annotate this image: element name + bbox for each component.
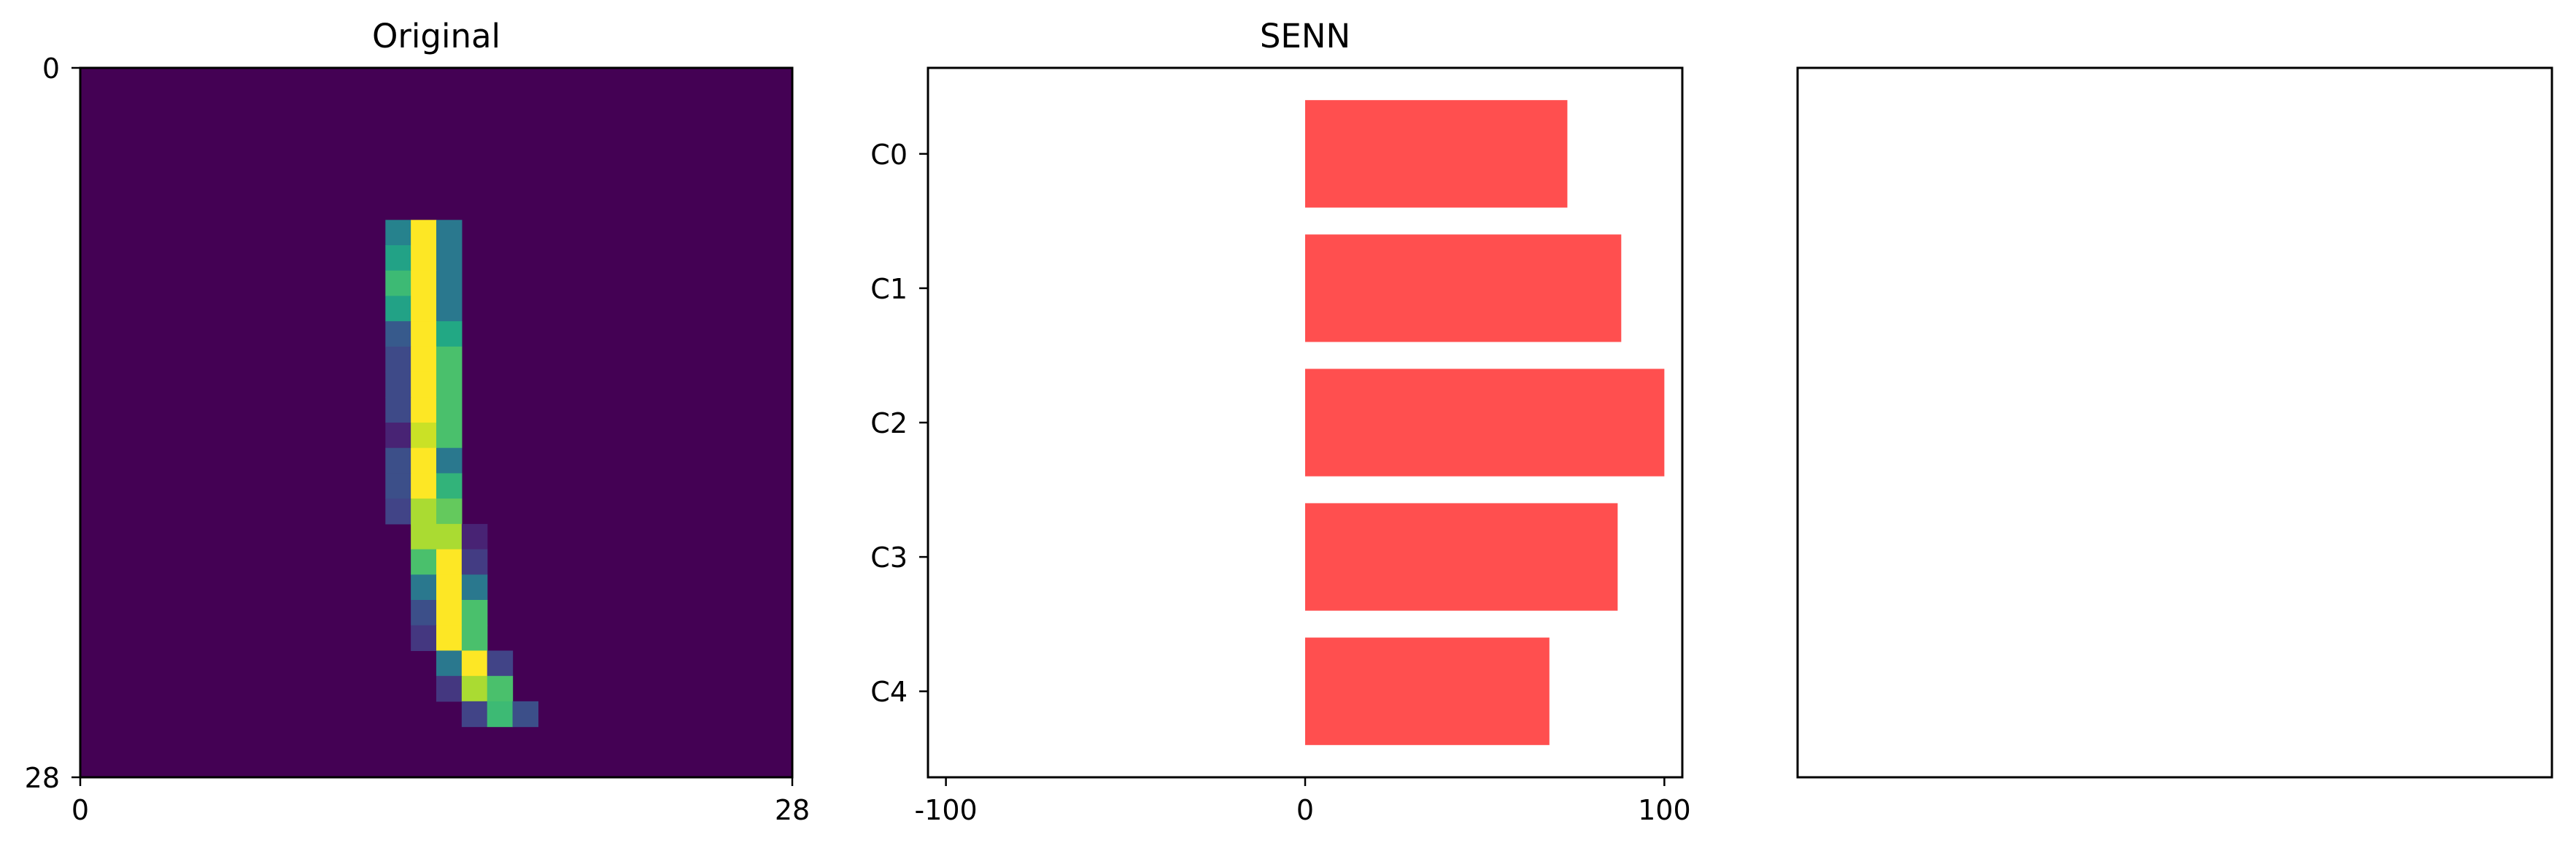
heatmap-cell	[461, 523, 488, 550]
heatmap-cell	[436, 600, 463, 626]
heatmap-cell	[385, 371, 411, 398]
heatmap-cell	[436, 371, 463, 398]
heatmap-cell	[411, 625, 437, 652]
heatmap-cell	[461, 600, 488, 626]
senn-y-tick-label-c3: C3	[870, 542, 908, 574]
empty-axes-frame	[1796, 66, 2553, 779]
heatmap-cell	[411, 270, 437, 297]
senn-x-tick-label: 100	[1638, 794, 1691, 826]
heatmap-cell	[385, 397, 411, 423]
heatmap-cell	[436, 650, 463, 677]
heatmap-cell	[411, 397, 437, 423]
heatmap-x-tick-label-right: 28	[775, 794, 810, 826]
heatmap-cell	[385, 447, 411, 474]
heatmap-cell	[385, 473, 411, 499]
heatmap-cell	[411, 321, 437, 347]
heatmap-cell	[411, 447, 437, 474]
heatmap-cell	[436, 549, 463, 575]
heatmap-cell	[411, 220, 437, 246]
heatmap-cell	[385, 423, 411, 449]
senn-y-tick-label-c4: C4	[870, 676, 908, 708]
heatmap-cell	[461, 549, 488, 575]
heatmap-cell	[385, 245, 411, 272]
heatmap-cell	[411, 371, 437, 398]
senn-panel: SENN C0 C1 C2 C3 C4 -100 0 100	[870, 17, 1690, 826]
heatmap-cell	[436, 245, 463, 272]
heatmap-cell	[385, 498, 411, 525]
senn-y-tick-label-c0: C0	[870, 139, 908, 171]
senn-y-tick-label-c2: C2	[870, 407, 908, 439]
heatmap-cell	[436, 473, 463, 499]
heatmap-panel: Original 0 28 0 28	[25, 17, 811, 826]
heatmap-cell	[385, 270, 411, 297]
heatmap-cell	[411, 296, 437, 322]
heatmap-cell	[512, 701, 539, 728]
heatmap-cell	[436, 498, 463, 525]
heatmap-cell	[461, 650, 488, 677]
senn-bars	[1305, 100, 1665, 745]
heatmap-cell	[487, 676, 514, 702]
heatmap-cell	[411, 423, 437, 449]
heatmap-cell	[411, 600, 437, 626]
heatmap-x-tick-label-left: 0	[71, 794, 89, 826]
empty-panel	[1796, 66, 2553, 779]
heatmap-cell	[436, 625, 463, 652]
heatmap-cell	[436, 346, 463, 373]
heatmap-cell	[487, 701, 514, 728]
senn-bar-c4	[1305, 637, 1550, 745]
heatmap-y-tick-label-bottom: 28	[25, 762, 60, 794]
senn-frame	[927, 66, 1684, 779]
senn-y-ticks: C0 C1 C2 C3 C4	[870, 139, 928, 708]
heatmap-cell	[461, 701, 488, 728]
heatmap-title: Original	[372, 17, 500, 55]
heatmap-cell	[385, 346, 411, 373]
heatmap-cell	[436, 397, 463, 423]
heatmap-cell	[436, 321, 463, 347]
senn-x-ticks: -100 0 100	[914, 777, 1691, 826]
heatmap-y-tick-label-top: 0	[42, 53, 60, 85]
heatmap-pixels	[385, 220, 539, 728]
heatmap-cell	[411, 549, 437, 575]
heatmap-cell	[385, 296, 411, 322]
heatmap-cell	[436, 296, 463, 322]
heatmap-cell	[487, 650, 514, 677]
heatmap-cell	[385, 321, 411, 347]
heatmap-frame	[79, 66, 794, 779]
heatmap-cell	[411, 523, 437, 550]
heatmap-cell	[411, 473, 437, 499]
heatmap-cell	[436, 270, 463, 297]
heatmap-cell	[436, 523, 463, 550]
heatmap-cell	[411, 346, 437, 373]
heatmap-cell	[461, 676, 488, 702]
heatmap-cell	[436, 676, 463, 702]
senn-y-tick-label-c1: C1	[870, 273, 908, 305]
senn-x-tick-label: 0	[1296, 794, 1314, 826]
heatmap-cell	[385, 220, 411, 246]
heatmap-cell	[411, 245, 437, 272]
senn-x-tick-label: -100	[914, 794, 977, 826]
heatmap-cell	[461, 574, 488, 601]
heatmap-cell	[436, 220, 463, 246]
heatmap-cell	[461, 625, 488, 652]
heatmap-cell	[436, 447, 463, 474]
heatmap-cell	[411, 574, 437, 601]
heatmap-cell	[436, 423, 463, 449]
heatmap-cell	[436, 574, 463, 601]
senn-bar-c3	[1305, 503, 1618, 611]
heatmap-cell	[411, 498, 437, 525]
senn-bar-c1	[1305, 234, 1622, 342]
senn-bar-c2	[1305, 369, 1665, 477]
senn-title: SENN	[1260, 17, 1350, 55]
senn-bar-c0	[1305, 100, 1568, 208]
